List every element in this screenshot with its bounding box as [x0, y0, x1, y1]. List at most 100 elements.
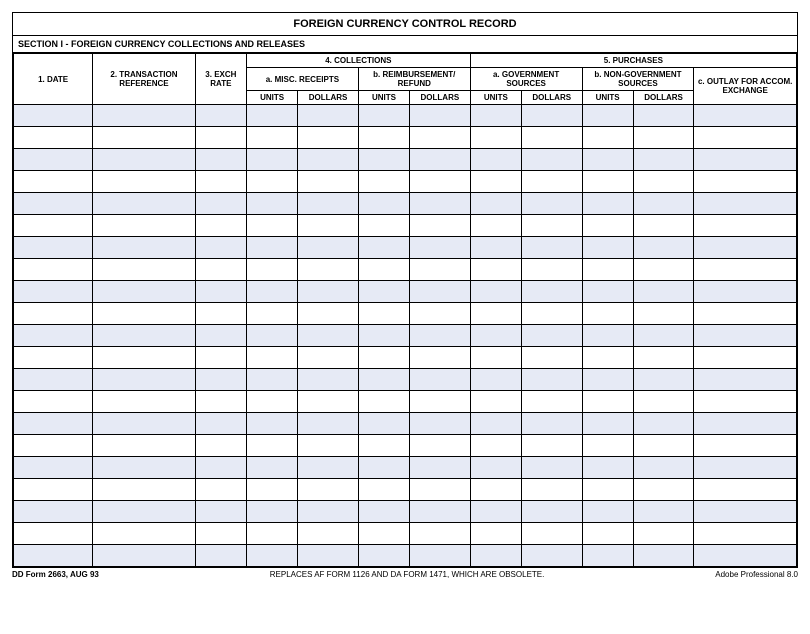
table-cell[interactable] — [14, 501, 93, 523]
table-cell[interactable] — [93, 391, 196, 413]
table-cell[interactable] — [410, 479, 471, 501]
table-cell[interactable] — [521, 479, 582, 501]
table-cell[interactable] — [633, 325, 694, 347]
table-cell[interactable] — [358, 413, 409, 435]
table-cell[interactable] — [410, 369, 471, 391]
table-row[interactable] — [14, 105, 797, 127]
table-cell[interactable] — [521, 303, 582, 325]
table-cell[interactable] — [358, 325, 409, 347]
table-cell[interactable] — [246, 413, 297, 435]
table-cell[interactable] — [582, 479, 633, 501]
table-cell[interactable] — [93, 215, 196, 237]
table-cell[interactable] — [246, 259, 297, 281]
table-cell[interactable] — [410, 523, 471, 545]
table-cell[interactable] — [410, 237, 471, 259]
table-cell[interactable] — [694, 457, 797, 479]
table-cell[interactable] — [582, 457, 633, 479]
table-cell[interactable] — [195, 369, 246, 391]
table-row[interactable] — [14, 325, 797, 347]
table-cell[interactable] — [93, 303, 196, 325]
table-cell[interactable] — [521, 149, 582, 171]
table-cell[interactable] — [246, 281, 297, 303]
table-cell[interactable] — [521, 237, 582, 259]
table-cell[interactable] — [694, 171, 797, 193]
table-cell[interactable] — [358, 501, 409, 523]
table-cell[interactable] — [93, 237, 196, 259]
table-cell[interactable] — [470, 369, 521, 391]
table-cell[interactable] — [582, 435, 633, 457]
table-cell[interactable] — [14, 457, 93, 479]
table-cell[interactable] — [246, 325, 297, 347]
table-row[interactable] — [14, 259, 797, 281]
table-cell[interactable] — [633, 237, 694, 259]
table-cell[interactable] — [470, 523, 521, 545]
table-cell[interactable] — [298, 435, 359, 457]
table-cell[interactable] — [195, 413, 246, 435]
table-cell[interactable] — [521, 457, 582, 479]
table-cell[interactable] — [358, 391, 409, 413]
table-cell[interactable] — [633, 303, 694, 325]
table-cell[interactable] — [521, 523, 582, 545]
table-cell[interactable] — [93, 171, 196, 193]
table-cell[interactable] — [93, 105, 196, 127]
table-cell[interactable] — [298, 413, 359, 435]
table-cell[interactable] — [582, 215, 633, 237]
table-cell[interactable] — [298, 479, 359, 501]
table-cell[interactable] — [246, 435, 297, 457]
table-cell[interactable] — [14, 369, 93, 391]
table-cell[interactable] — [582, 127, 633, 149]
table-cell[interactable] — [410, 347, 471, 369]
table-cell[interactable] — [93, 523, 196, 545]
table-cell[interactable] — [195, 523, 246, 545]
table-cell[interactable] — [358, 303, 409, 325]
table-cell[interactable] — [93, 369, 196, 391]
table-cell[interactable] — [633, 347, 694, 369]
table-cell[interactable] — [93, 545, 196, 567]
table-cell[interactable] — [298, 127, 359, 149]
table-cell[interactable] — [470, 435, 521, 457]
table-cell[interactable] — [582, 413, 633, 435]
table-cell[interactable] — [298, 215, 359, 237]
table-cell[interactable] — [298, 501, 359, 523]
table-cell[interactable] — [694, 259, 797, 281]
table-cell[interactable] — [694, 435, 797, 457]
table-cell[interactable] — [633, 391, 694, 413]
table-row[interactable] — [14, 545, 797, 567]
table-cell[interactable] — [694, 237, 797, 259]
table-cell[interactable] — [358, 149, 409, 171]
table-cell[interactable] — [521, 281, 582, 303]
table-cell[interactable] — [410, 259, 471, 281]
table-cell[interactable] — [246, 303, 297, 325]
table-cell[interactable] — [521, 369, 582, 391]
table-cell[interactable] — [93, 259, 196, 281]
table-cell[interactable] — [694, 413, 797, 435]
table-cell[interactable] — [470, 127, 521, 149]
table-cell[interactable] — [358, 281, 409, 303]
table-cell[interactable] — [582, 369, 633, 391]
table-cell[interactable] — [694, 391, 797, 413]
table-cell[interactable] — [633, 281, 694, 303]
table-cell[interactable] — [246, 149, 297, 171]
table-cell[interactable] — [358, 457, 409, 479]
table-cell[interactable] — [195, 171, 246, 193]
table-row[interactable] — [14, 479, 797, 501]
table-cell[interactable] — [195, 347, 246, 369]
table-cell[interactable] — [410, 149, 471, 171]
table-cell[interactable] — [582, 149, 633, 171]
table-cell[interactable] — [470, 501, 521, 523]
table-cell[interactable] — [582, 193, 633, 215]
table-cell[interactable] — [14, 215, 93, 237]
table-cell[interactable] — [521, 171, 582, 193]
table-cell[interactable] — [633, 369, 694, 391]
table-cell[interactable] — [410, 545, 471, 567]
table-cell[interactable] — [358, 237, 409, 259]
table-cell[interactable] — [694, 215, 797, 237]
table-cell[interactable] — [298, 369, 359, 391]
table-cell[interactable] — [14, 545, 93, 567]
table-cell[interactable] — [633, 479, 694, 501]
table-cell[interactable] — [633, 501, 694, 523]
table-cell[interactable] — [14, 479, 93, 501]
table-cell[interactable] — [246, 369, 297, 391]
table-cell[interactable] — [298, 105, 359, 127]
table-cell[interactable] — [195, 105, 246, 127]
